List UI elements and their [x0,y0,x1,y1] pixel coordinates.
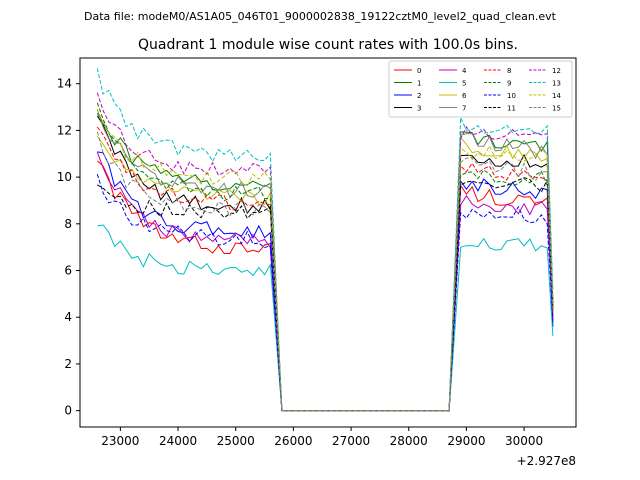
legend-label-11: 11 [507,105,516,113]
legend-label-12: 12 [552,67,561,75]
series-line-15 [96,131,554,412]
legend-label-9: 9 [507,80,511,88]
legend-label-3: 3 [417,105,421,113]
y-tick-label: 10 [57,170,72,184]
series-line-9 [96,102,554,412]
legend-label-14: 14 [552,92,561,100]
legend-label-8: 8 [507,67,511,75]
plot-area [96,68,554,412]
x-axis: 23000 24000 25000 26000 27000 28000 29000 30000 [101,427,543,448]
x-tick-label: 23000 [101,434,139,448]
legend-label-0: 0 [417,67,421,75]
x-tick-label: 26000 [274,434,312,448]
legend-label-4: 4 [462,67,467,75]
x-tick-label: 30000 [505,434,543,448]
legend-label-7: 7 [462,105,466,113]
y-axis: 0 2 4 6 8 10 12 14 [57,77,80,418]
x-tick-label: 24000 [159,434,197,448]
y-tick-label: 6 [64,264,72,278]
legend-label-5: 5 [462,80,466,88]
x-tick-label: 28000 [390,434,428,448]
chart-title: Quadrant 1 module wise count rates with … [138,37,518,53]
x-tick-label: 27000 [332,434,370,448]
axes-frame [79,57,577,428]
legend-label-1: 1 [417,80,421,88]
legend-label-6: 6 [462,92,467,100]
legend-box [388,60,573,118]
y-tick-label: 8 [64,217,72,231]
x-offset-label: +2.927e8 [517,454,576,468]
x-tick-label: 29000 [447,434,485,448]
y-tick-label: 4 [64,310,72,324]
y-tick-label: 12 [57,123,72,137]
legend-label-10: 10 [507,92,516,100]
suptitle: Data file: modeM0/AS1A05_046T01_90000028… [84,10,557,23]
y-tick-label: 0 [64,404,72,418]
y-tick-label: 2 [64,357,72,371]
legend-label-15: 15 [552,105,561,113]
legend-label-13: 13 [552,80,561,88]
legend-label-2: 2 [417,92,421,100]
y-tick-label: 14 [57,77,72,91]
x-tick-label: 25000 [217,434,255,448]
